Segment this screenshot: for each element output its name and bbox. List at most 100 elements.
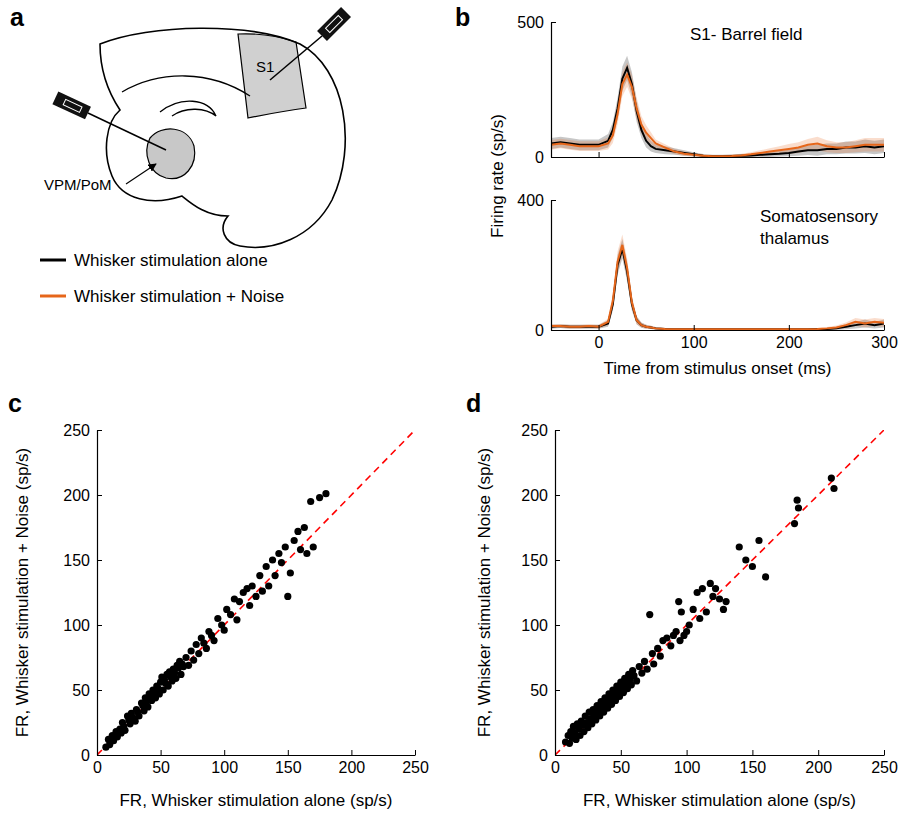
y-axis-tick: 100 (63, 617, 102, 634)
cortex-region (238, 34, 306, 118)
brain-outline (100, 28, 345, 247)
scatter-point (696, 615, 703, 622)
y-axis-tick: 0 (535, 149, 556, 166)
y-axis-line (551, 23, 552, 158)
x-axis-tick-label: 200 (805, 759, 832, 776)
x-axis-tick (884, 152, 885, 157)
x-axis-tick: 200 (339, 750, 366, 776)
y-axis-tick: 0 (535, 322, 556, 339)
y-axis-tick-mark (555, 560, 560, 561)
x-axis-tick: 100 (674, 750, 701, 776)
scatter-point (287, 569, 294, 576)
x-axis-tick-label: 250 (871, 759, 898, 776)
x-axis-tick-mark (789, 152, 790, 157)
x-axis: 050100150200250 (93, 750, 429, 776)
x-axis-tick-label: 50 (612, 759, 630, 776)
scatter-point (675, 598, 682, 605)
panel-letter: d (466, 389, 481, 417)
y-axis-tick: 100 (521, 617, 560, 634)
scatter-point (294, 528, 301, 535)
y-axis-line (551, 201, 552, 331)
x-axis-tick-mark (884, 152, 885, 157)
y-axis-tick-label: 150 (63, 552, 90, 569)
y-axis-tick-mark (551, 200, 556, 201)
y-axis-tick: 500 (517, 14, 556, 31)
x-axis-tick: 50 (612, 750, 630, 776)
x-axis-tick (599, 152, 600, 157)
x-axis-tick-label: 250 (402, 759, 429, 776)
legend: Whisker stimulation aloneWhisker stimula… (40, 251, 284, 306)
scatter-point (284, 593, 291, 600)
x-axis-tick-label: 200 (776, 334, 803, 351)
x-axis-tick: 0 (595, 325, 604, 351)
x-axis-title: FR, Whisker stimulation alone (sp/s) (119, 791, 392, 810)
error-band (551, 56, 884, 157)
y-axis-title: FR, Whisker stimulation + Noise (sp/s) (13, 448, 32, 738)
scatter-point (252, 593, 259, 600)
series-line (551, 68, 884, 156)
y-axis-tick-label: 250 (521, 422, 548, 439)
scatter-point (703, 608, 710, 615)
y-axis-tick-mark (97, 690, 102, 691)
scatter-point (686, 621, 693, 628)
error-band (551, 234, 884, 330)
series-line (551, 245, 884, 330)
x-axis-tick: 100 (211, 750, 238, 776)
scatter-point (654, 645, 661, 652)
plot-area (551, 56, 884, 157)
scatter-point (636, 663, 643, 670)
y-axis-tick-label: 0 (535, 149, 544, 166)
x-axis-tick: 250 (402, 750, 429, 776)
x-axis-tick: 50 (152, 750, 170, 776)
scatter-point (236, 598, 243, 605)
scatter-point (282, 543, 289, 550)
y-axis-tick: 150 (521, 552, 560, 569)
y-axis-tick: 250 (521, 422, 560, 439)
scatter-point (221, 627, 228, 634)
y-axis: 0400 (517, 192, 556, 339)
scatter-point (203, 645, 210, 652)
brain-structure (160, 101, 216, 116)
x-axis-tick: 150 (740, 750, 767, 776)
scatter-point (649, 650, 656, 657)
scatter-point (263, 563, 270, 570)
x-axis-tick-mark (224, 750, 225, 755)
x-axis-tick-mark (288, 750, 289, 755)
scatter-point (233, 616, 240, 623)
electrode-body (317, 7, 351, 41)
y-axis-tick-mark (97, 560, 102, 561)
y-axis-tick-label: 200 (521, 487, 548, 504)
y-axis: 050100150200250 (63, 422, 102, 764)
y-axis-tick-mark (97, 625, 102, 626)
scatter-point (712, 585, 719, 592)
y-axis-tick-label: 500 (517, 14, 544, 31)
scatter-point (699, 585, 706, 592)
y-axis-line (555, 431, 556, 756)
scatter-point (210, 637, 217, 644)
x-axis: 0100200300 (552, 325, 898, 351)
scatter-point (755, 537, 762, 544)
scatter-point (316, 494, 323, 501)
scatter-point (275, 550, 282, 557)
label-arrow (126, 164, 156, 184)
y-axis-tick-mark (555, 495, 560, 496)
scatter-point (121, 727, 128, 734)
y-axis-tick-mark (551, 22, 556, 23)
electrode (52, 91, 91, 119)
scatter-point (830, 485, 837, 492)
scatter-point (657, 653, 664, 660)
legend-swatch (40, 295, 66, 298)
scatter-point (690, 606, 697, 613)
scatter-point (736, 543, 743, 550)
y-axis-tick-mark (555, 625, 560, 626)
x-axis-tick-mark (687, 750, 688, 755)
figure-svg: 0500S1- Barrel fieldbFiring rate (sp/s)0… (0, 0, 911, 825)
y-axis-tick-label: 0 (81, 747, 90, 764)
y-axis-tick: 50 (72, 682, 102, 699)
x-axis-tick-label: 100 (211, 759, 238, 776)
scatter-point (667, 642, 674, 649)
scatter-point (672, 628, 679, 635)
x-axis-tick-mark (621, 750, 622, 755)
panel-letter: a (10, 3, 25, 31)
diagram: aS1VPM/PoM (10, 3, 351, 247)
